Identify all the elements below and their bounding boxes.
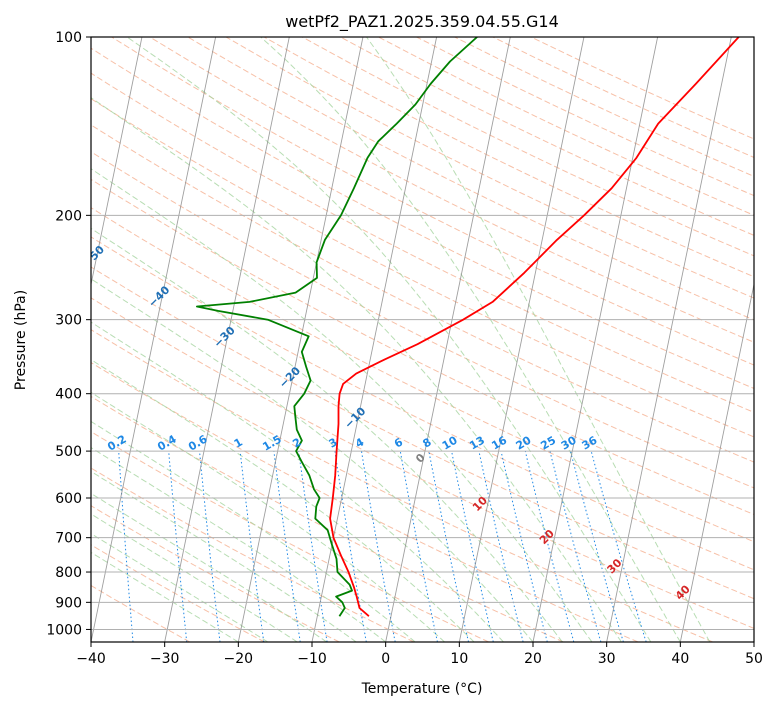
isotherm-line — [91, 37, 217, 642]
isotherm-line — [532, 37, 659, 642]
moist-adiabat-line — [91, 551, 239, 642]
dry-adiabat-line — [91, 329, 713, 642]
chart-title: wetPf2_PAZ1.2025.359.04.55.G14 — [285, 12, 559, 32]
moist-adiabat-line — [91, 391, 445, 642]
dry-adiabat-line — [91, 361, 639, 642]
y-tick-label: 600 — [55, 491, 82, 507]
isotherm-line — [679, 282, 754, 642]
grid-lines — [91, 37, 754, 630]
y-axis-label: Pressure (hPa) — [13, 290, 29, 390]
x-axis-label: Temperature (°C) — [361, 681, 483, 697]
x-axis: −40 −30 −20 −10 0 10 20 30 40 50 — [76, 642, 763, 667]
y-tick-label: 200 — [55, 208, 82, 224]
x-tick-label: −10 — [297, 651, 327, 667]
y-tick-label: 100 — [55, 30, 82, 46]
temperature-profile-line — [329, 37, 740, 617]
x-tick-label: 30 — [598, 651, 616, 667]
moist-adiabat-line — [91, 168, 593, 642]
x-tick-label: 20 — [524, 651, 542, 667]
dry-adiabat-line — [187, 37, 754, 321]
mixing-ratio-line — [298, 451, 328, 642]
moist-adiabat-line — [91, 470, 357, 642]
x-tick-label: 10 — [450, 651, 468, 667]
mixing-ratio-line — [500, 450, 548, 642]
isotherm-line — [237, 37, 364, 642]
y-tick-label: 500 — [55, 444, 82, 460]
moist-adiabat-line — [91, 420, 416, 642]
y-tick-label: 400 — [55, 387, 82, 403]
background-lines — [91, 37, 754, 642]
dry-adiabat-line — [91, 505, 340, 642]
dry-adiabat-line — [91, 584, 191, 642]
moist-adiabat-line — [91, 227, 563, 642]
mixing-ratio-line — [524, 450, 575, 642]
isotherm-line — [311, 37, 438, 642]
x-tick-label: 40 — [671, 651, 689, 667]
mixing-ratio-line — [399, 451, 438, 642]
isotherm-line — [91, 37, 143, 287]
mixing-ratio-line — [239, 451, 265, 642]
dry-adiabat-line — [91, 297, 754, 629]
mixing-ratio-line — [428, 451, 469, 642]
dewpoint-profile-line — [196, 37, 478, 617]
isotherm-line — [164, 37, 290, 642]
dry-adiabat-line — [91, 98, 754, 438]
dry-adiabat-line — [91, 395, 564, 642]
mixing-ratio-line — [478, 450, 524, 642]
y-tick-label: 1000 — [46, 622, 82, 638]
x-tick-label: −40 — [76, 651, 106, 667]
plot-frame — [90, 36, 755, 643]
moist-adiabat-line — [91, 533, 269, 642]
x-tick-label: −30 — [150, 651, 180, 667]
moist-adiabat-line — [91, 358, 475, 642]
moist-adiabat-line — [91, 446, 386, 642]
y-tick-label: 800 — [55, 565, 82, 581]
isotherm-line — [458, 37, 585, 642]
moist-adiabat-line — [91, 278, 534, 642]
mixing-ratio-line — [273, 451, 301, 642]
mixing-ratio-line — [168, 451, 188, 642]
mixing-ratio-line — [570, 450, 624, 642]
isotherm-line — [606, 37, 732, 642]
isotherm-line — [385, 37, 511, 642]
series-group — [196, 37, 740, 617]
y-tick-label: 900 — [55, 595, 82, 611]
y-tick-label: 700 — [55, 531, 82, 547]
mixing-ratio-line — [549, 450, 602, 642]
x-tick-label: −20 — [224, 651, 254, 667]
dry-adiabat-line — [111, 37, 754, 366]
dry-adiabat-line — [91, 151, 754, 489]
x-tick-label: 0 — [381, 651, 390, 667]
mixing-ratio-line — [590, 450, 647, 642]
dry-adiabat-line — [91, 266, 754, 600]
moist-adiabat-line — [91, 97, 622, 642]
x-tick-label: 50 — [745, 651, 763, 667]
y-tick-label: 300 — [55, 313, 82, 329]
moist-adiabat-line — [260, 37, 681, 642]
dry-adiabat-line — [91, 178, 754, 516]
mixing-ratio-line — [199, 451, 221, 642]
moist-adiabat-line — [91, 321, 504, 642]
y-axis: 100 200 300 400 500 600 700 800 900 1000 — [46, 30, 91, 638]
moist-adiabat-line — [126, 37, 652, 642]
